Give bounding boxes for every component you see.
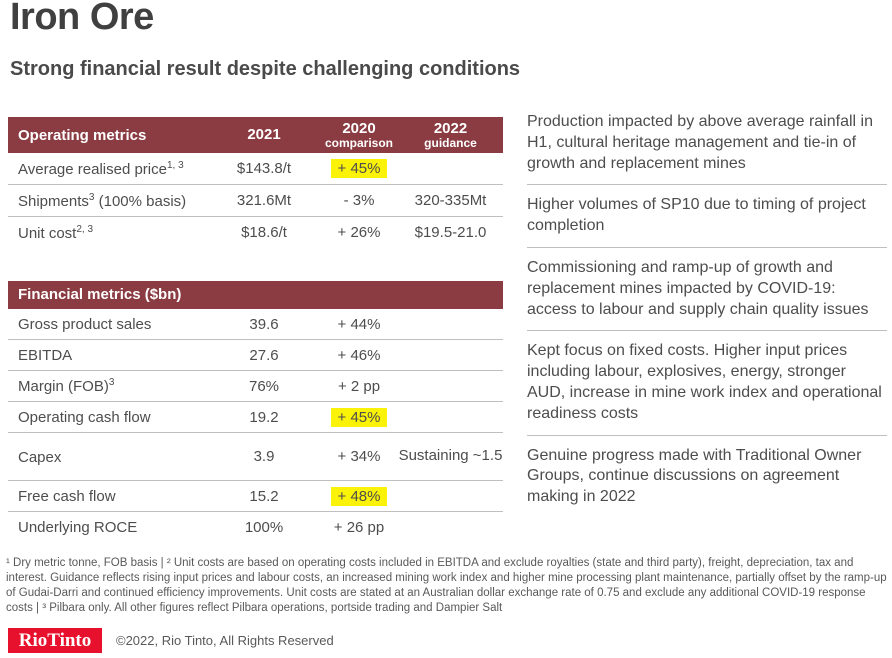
metric-label: Operating cash flow (18, 409, 151, 426)
table-row: Free cash flow 15.2 + 48% (8, 481, 503, 512)
operating-metrics-table: Operating metrics 2021 2020 comparison 2… (8, 117, 503, 248)
value-comparison: + 26% (337, 224, 381, 241)
value-guidance: 320-335Mt (414, 192, 487, 209)
highlighted-value: + 45% (330, 407, 388, 427)
metric-label: EBITDA (18, 347, 73, 364)
riotinto-logo-text: RioTinto (18, 629, 92, 651)
value-comparison: - 3% (343, 192, 375, 209)
metrics-tables: Operating metrics 2021 2020 comparison 2… (8, 117, 503, 542)
table-row: Average realised price1, 3 $143.8/t + 45… (8, 153, 503, 185)
value-comparison: + 34% (337, 448, 381, 465)
value-2021: 321.6Mt (236, 192, 292, 209)
copyright-text: ©2022, Rio Tinto, All Rights Reserved (116, 633, 334, 648)
metric-label: Free cash flow (18, 488, 116, 505)
value-2021: 3.9 (253, 448, 275, 465)
highlighted-value: + 48% (330, 486, 388, 506)
value-comparison: + 2 pp (337, 377, 381, 395)
table-row: Unit cost2, 3 $18.6/t + 26% $19.5-21.0 (8, 217, 503, 248)
column-header-2020-year: 2020 (342, 119, 376, 137)
value-2021: 27.6 (249, 346, 279, 364)
footnote-ref: 3 (108, 377, 115, 388)
value-2021: 19.2 (249, 408, 279, 426)
column-header-2020-sub: comparison (324, 135, 393, 150)
table-row: Underlying ROCE 100% + 26 pp (8, 512, 503, 542)
column-header-2022-guidance: 2022 guidance (398, 119, 503, 150)
value-2021: 15.2 (249, 487, 279, 505)
table-row: EBITDA 27.6 + 46% (8, 340, 503, 371)
value-comparison: + 46% (337, 346, 381, 364)
column-header-2020-comparison: 2020 comparison (320, 119, 398, 150)
value-comparison: + 45% (320, 407, 398, 427)
value-2021: $18.6/t (241, 224, 287, 241)
metric-label: Shipments3 (100% basis) (18, 191, 187, 210)
footnote-text: ¹ Dry metric tonne, FOB basis | ² Unit c… (6, 557, 887, 614)
divider (527, 434, 887, 436)
commentary-panel: Production impacted by above average rai… (527, 112, 887, 508)
riotinto-logo: RioTinto (8, 628, 102, 653)
commentary-item: Kept focus on fixed costs. Higher input … (527, 342, 882, 422)
highlighted-value: + 45% (330, 159, 388, 178)
table-row: Operating cash flow 19.2 + 45% (8, 402, 503, 433)
metric-label: Capex (18, 448, 62, 466)
footnote-ref: 1, 3 (166, 159, 184, 171)
value-comparison: + 45% (320, 159, 398, 178)
column-header-2022-sub: guidance (424, 135, 477, 150)
page-subtitle: Strong financial result despite challeng… (10, 58, 521, 80)
metric-label: Underlying ROCE (18, 519, 138, 536)
table-row: Gross product sales 39.6 + 44% (8, 309, 503, 340)
footnote-ref: 2, 3 (76, 223, 94, 235)
value-2021: 76% (248, 377, 280, 395)
value-comparison: + 48% (320, 486, 398, 506)
metric-label: Unit cost2, 3 (18, 223, 94, 242)
operating-table-header: Operating metrics 2021 2020 comparison 2… (8, 117, 503, 153)
operating-header-title: Operating metrics (18, 126, 147, 144)
value-comparison: + 26 pp (333, 518, 385, 536)
commentary-item: Commissioning and ramp-up of growth and … (527, 258, 869, 318)
divider (527, 330, 887, 332)
value-2021: $143.8/t (236, 160, 292, 177)
value-guidance: Sustaining ~1.5 (398, 447, 503, 465)
column-header-2022-year: 2022 (433, 119, 468, 137)
table-row: Capex 3.9 + 34% Sustaining ~1.5 (8, 433, 503, 481)
metric-label: Margin (FOB)3 (18, 377, 115, 395)
value-guidance: $19.5-21.0 (414, 224, 487, 241)
divider (527, 246, 887, 248)
value-2021: 100% (244, 518, 284, 536)
divider (527, 184, 887, 186)
footnote-ref: 3 (88, 191, 95, 203)
financial-metrics-table: Financial metrics ($bn) Gross product sa… (8, 281, 503, 542)
table-row: Shipments3 (100% basis) 321.6Mt - 3% 320… (8, 185, 503, 217)
financial-table-header: Financial metrics ($bn) (8, 281, 503, 309)
commentary-item: Higher volumes of SP10 due to timing of … (527, 196, 866, 235)
value-2021: 39.6 (249, 315, 279, 333)
table-row: Margin (FOB)3 76% + 2 pp (8, 371, 503, 402)
metric-label: Average realised price1, 3 (18, 159, 184, 178)
column-header-2021: 2021 (247, 126, 281, 144)
value-comparison: + 44% (337, 315, 381, 333)
page-title: Iron Ore (10, 0, 154, 38)
commentary-item: Genuine progress made with Traditional O… (527, 446, 862, 506)
commentary-item: Production impacted by above average rai… (527, 113, 873, 172)
metric-label: Gross product sales (18, 316, 152, 333)
